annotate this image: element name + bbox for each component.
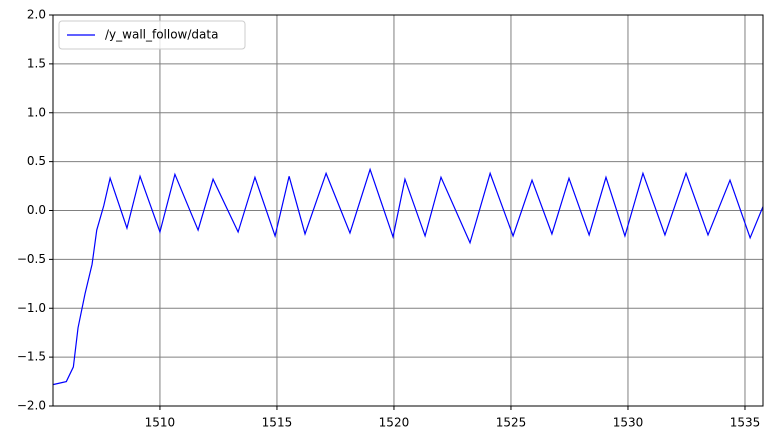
y-tick-label: −0.5 [17,252,46,266]
x-tick-label: 1530 [613,416,644,430]
legend: /y_wall_follow/data [58,20,246,50]
x-tick-label: 1535 [730,416,761,430]
y-tick-label: 2.0 [27,8,46,22]
legend-box [58,20,246,50]
x-tick-label: 1520 [379,416,410,430]
plot-frame [52,14,764,407]
x-tick-label: 1525 [496,416,527,430]
y-tick-label: 1.5 [27,56,46,70]
y-tick-label: −1.0 [17,301,46,315]
legend-label: /y_wall_follow/data [105,28,218,42]
y-tick-label: 0.5 [27,154,46,168]
x-tick-label: 1510 [145,416,176,430]
y-tick-label: −2.0 [17,399,46,413]
y-tick-label: 0.0 [27,203,46,217]
data-line [53,167,764,386]
x-tick-label: 1515 [262,416,293,430]
y-tick-label: 1.0 [27,105,46,119]
y-tick-label: −1.5 [17,350,46,364]
